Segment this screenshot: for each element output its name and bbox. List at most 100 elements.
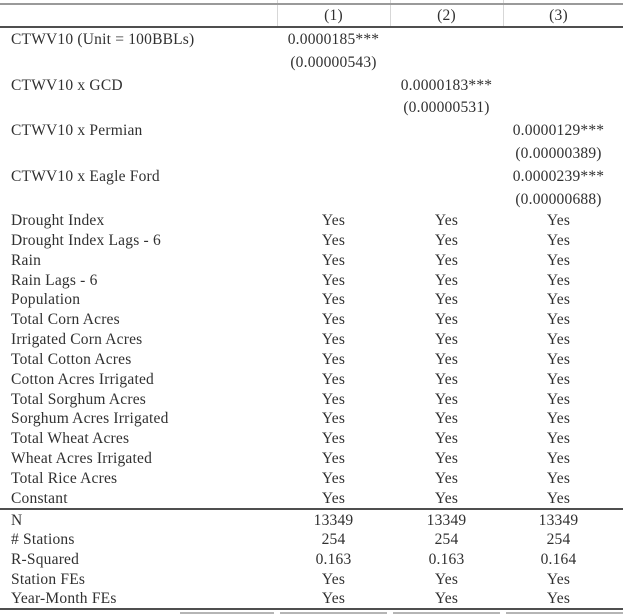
row-label: CTWV10 (Unit = 100BBLs)	[11, 31, 195, 48]
control-row: Sorghum Acres Irrigated Yes Yes Yes	[0, 409, 623, 429]
control-row: Irrigated Corn Acres Yes Yes Yes	[0, 330, 623, 350]
row-label: Station FEs	[11, 570, 86, 588]
row-label: Constant	[11, 489, 68, 507]
cell-value: Yes	[546, 590, 571, 608]
row-label: CTWV10 x GCD	[11, 76, 123, 94]
cell-value	[503, 75, 623, 98]
cell-value: Yes	[434, 450, 459, 468]
cell-value: Yes	[434, 271, 459, 289]
cell-value: Yes	[434, 231, 459, 249]
statistics-section: N 13349 13349 13349 # Stations 254 254 2…	[0, 511, 623, 609]
control-row: Total Wheat Acres Yes Yes Yes	[0, 429, 623, 449]
header-label-spacer	[0, 5, 277, 26]
cell-value: Yes	[546, 489, 571, 507]
statistics-top-rule	[0, 508, 623, 510]
next-table-rule-segment	[280, 611, 387, 614]
control-row: Total Sorghum Acres Yes Yes Yes	[0, 390, 623, 410]
column-separator	[390, 0, 391, 26]
cell-value: (0.00000531)	[403, 99, 490, 117]
row-label-spacer	[0, 52, 277, 75]
row-label-spacer	[0, 97, 277, 120]
cell-value	[390, 52, 503, 75]
row-label: Rain Lags - 6	[11, 271, 98, 289]
coefficient-row: CTWV10 (Unit = 100BBLs) 0.0000185***	[0, 29, 623, 52]
control-row: Cotton Acres Irrigated Yes Yes Yes	[0, 370, 623, 390]
cell-value	[503, 29, 623, 52]
cell-value	[277, 97, 390, 120]
cell-value: Yes	[321, 410, 346, 428]
cell-value: 13349	[426, 511, 467, 529]
cell-value: 13349	[313, 511, 354, 529]
row-label: Total Wheat Acres	[11, 430, 130, 448]
control-row: Total Corn Acres Yes Yes Yes	[0, 310, 623, 330]
cell-value	[503, 97, 623, 120]
cell-value	[277, 166, 390, 189]
cell-value: Yes	[546, 231, 571, 249]
row-label: Irrigated Corn Acres	[11, 331, 143, 349]
stderr-row: (0.00000543)	[0, 52, 623, 75]
next-table-rule-segment	[506, 611, 623, 614]
row-label: Total Rice Acres	[11, 469, 118, 487]
row-label: Rain	[11, 251, 42, 269]
cell-value: Yes	[434, 212, 459, 229]
cell-value: Yes	[321, 370, 346, 388]
row-label: Drought Index	[11, 212, 105, 229]
cell-value	[390, 29, 503, 52]
control-row: Total Cotton Acres Yes Yes Yes	[0, 350, 623, 370]
control-row: Wheat Acres Irrigated Yes Yes Yes	[0, 449, 623, 469]
stat-row: Station FEs Yes Yes Yes	[0, 570, 623, 590]
cell-value: Yes	[546, 370, 571, 388]
cell-value: Yes	[434, 570, 459, 588]
coefficient-row: CTWV10 x Permian 0.0000129***	[0, 120, 623, 143]
cell-value: (0.00000543)	[290, 53, 377, 71]
cell-value: Yes	[434, 291, 459, 309]
cell-value: Yes	[321, 212, 346, 229]
column-header-2: (2)	[437, 7, 456, 24]
control-row: Rain Lags - 6 Yes Yes Yes	[0, 271, 623, 291]
cell-value: Yes	[321, 331, 346, 349]
row-label: Population	[11, 291, 81, 309]
cell-value: Yes	[321, 291, 346, 309]
control-row: Constant Yes Yes Yes	[0, 489, 623, 509]
next-table-rule-segment	[393, 611, 500, 614]
cell-value: Yes	[546, 350, 571, 368]
cell-value: 13349	[538, 511, 579, 529]
control-row: Total Rice Acres Yes Yes Yes	[0, 469, 623, 489]
stat-row: Year-Month FEs Yes Yes Yes	[0, 589, 623, 609]
column-separator	[277, 0, 278, 26]
table-header-row: (1) (2) (3)	[0, 5, 623, 26]
cell-value	[390, 166, 503, 189]
cell-value: 0.0000183***	[400, 76, 493, 94]
row-label: Total Cotton Acres	[11, 350, 132, 368]
cell-value: Yes	[546, 430, 571, 448]
cell-value: Yes	[434, 331, 459, 349]
row-label: Wheat Acres Irrigated	[11, 450, 153, 468]
coefficient-row: CTWV10 x Eagle Ford 0.0000239***	[0, 166, 623, 189]
cell-value: Yes	[434, 251, 459, 269]
cell-value: Yes	[546, 212, 571, 229]
cell-value: 254	[546, 531, 571, 549]
cell-value: Yes	[321, 390, 346, 408]
cell-value	[390, 120, 503, 143]
cell-value: Yes	[434, 311, 459, 329]
cell-value: Yes	[434, 410, 459, 428]
cell-value: 254	[434, 531, 459, 549]
cell-value: Yes	[546, 469, 571, 487]
cell-value: 0.0000185***	[287, 31, 380, 48]
control-row: Drought Index Yes Yes Yes	[0, 211, 623, 231]
row-label: CTWV10 x Permian	[11, 122, 143, 140]
coefficient-section: CTWV10 (Unit = 100BBLs) 0.0000185*** (0.…	[0, 29, 623, 211]
cell-value: Yes	[546, 410, 571, 428]
row-label: Cotton Acres Irrigated	[11, 370, 154, 388]
cell-value: Yes	[321, 430, 346, 448]
stat-row: N 13349 13349 13349	[0, 511, 623, 531]
table-bottom-rule	[0, 608, 623, 611]
cell-value: Yes	[321, 450, 346, 468]
coefficient-row: CTWV10 x GCD 0.0000183***	[0, 75, 623, 98]
cell-value: Yes	[434, 469, 459, 487]
cell-value: 0.164	[540, 550, 577, 568]
controls-section: Drought Index Yes Yes Yes Drought Index …	[0, 211, 623, 509]
next-table-rule-segment	[180, 611, 274, 614]
cell-value: Yes	[434, 390, 459, 408]
